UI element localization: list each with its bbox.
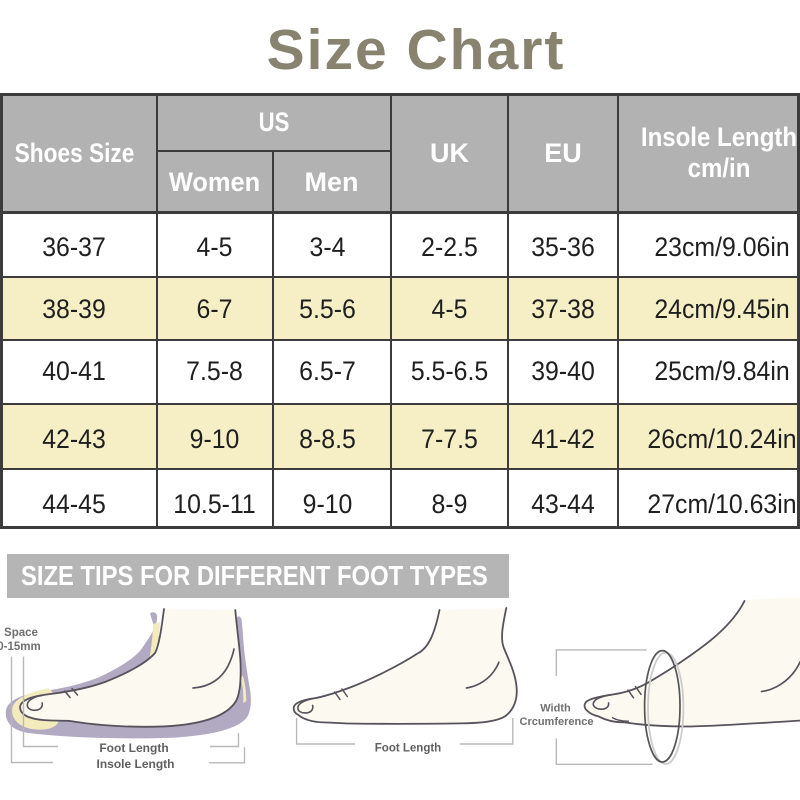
svg-text:Space: Space: [4, 627, 38, 639]
svg-text:Crcumference: Crcumference: [520, 716, 594, 728]
svg-text:Foot Length: Foot Length: [99, 741, 168, 755]
svg-text:Width: Width: [540, 703, 571, 715]
svg-text:Insole Length: Insole Length: [97, 757, 175, 771]
svg-text:Foot Length: Foot Length: [375, 743, 441, 755]
svg-text:0-15mm: 0-15mm: [0, 641, 41, 653]
